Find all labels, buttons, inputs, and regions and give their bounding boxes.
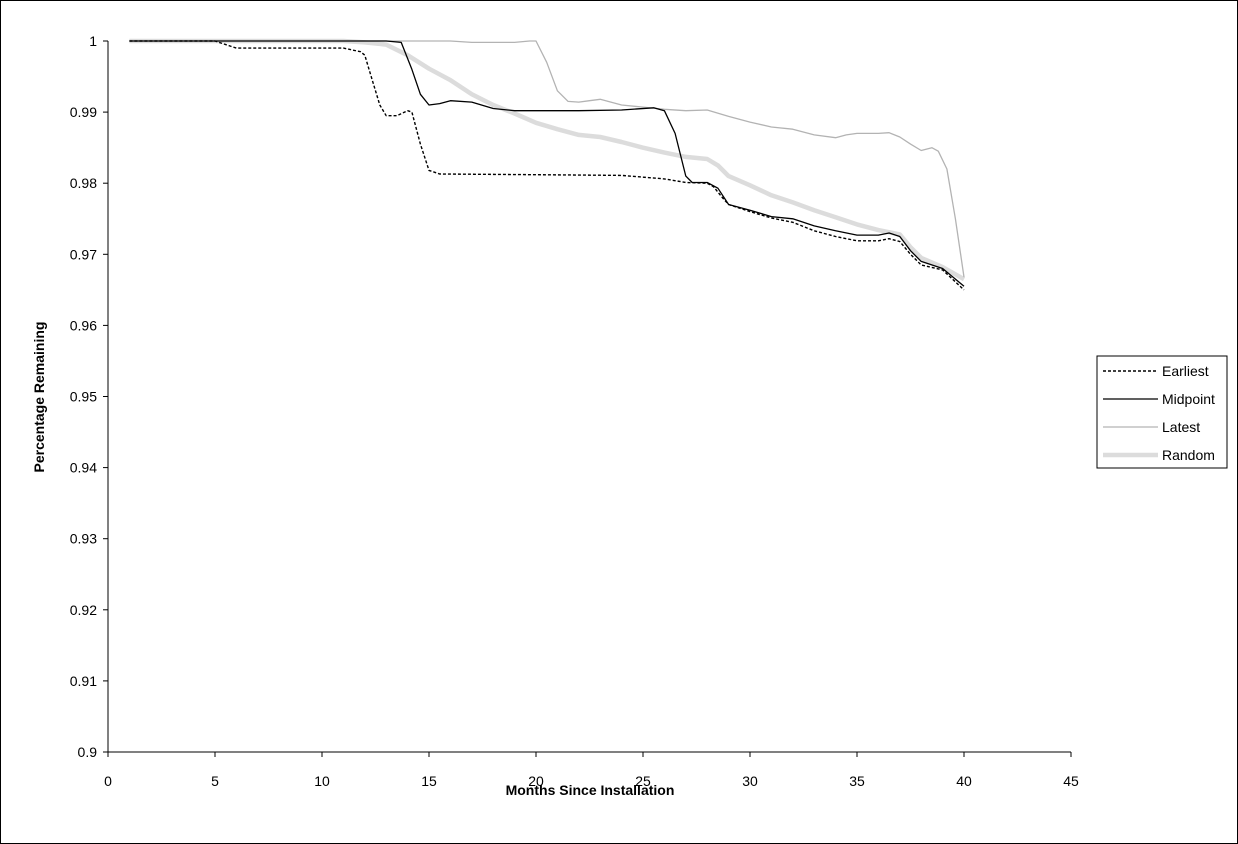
legend-label-earliest: Earliest xyxy=(1162,363,1209,379)
y-tick-label: 0.91 xyxy=(70,673,97,689)
x-tick-label: 15 xyxy=(421,773,437,789)
x-tick-label: 30 xyxy=(742,773,758,789)
legend: Earliest Midpoint Latest Random xyxy=(1096,355,1228,469)
legend-label-midpoint: Midpoint xyxy=(1162,391,1215,407)
x-tick-label: 0 xyxy=(104,773,112,789)
y-tick-label: 0.97 xyxy=(70,246,97,262)
y-tick-label: 0.98 xyxy=(70,175,97,191)
y-axis-title: Percentage Remaining xyxy=(31,322,47,473)
x-tick-label: 25 xyxy=(635,773,651,789)
x-tick-label: 45 xyxy=(1063,773,1079,789)
y-tick-label: 0.95 xyxy=(70,389,97,405)
y-tick-label: 0.93 xyxy=(70,531,97,547)
x-axis-title: Months Since Installation xyxy=(506,782,675,798)
y-tick-label: 1 xyxy=(89,33,97,49)
series-line-earliest xyxy=(129,40,965,291)
x-tick-label: 20 xyxy=(528,773,544,789)
y-tick-label: 0.96 xyxy=(70,317,97,333)
x-tick-label: 10 xyxy=(314,773,330,789)
x-tick-label: 5 xyxy=(211,773,219,789)
x-tick-label: 40 xyxy=(956,773,972,789)
y-axis-ticks: 0.9 0.91 0.92 0.93 0.94 0.95 0.96 0.97 0.98 0.99 1 xyxy=(70,33,108,760)
legend-label-latest: Latest xyxy=(1162,419,1200,435)
y-tick-label: 0.9 xyxy=(78,744,98,760)
series-layer xyxy=(129,38,966,291)
series-line-random xyxy=(129,38,966,282)
series-line-latest xyxy=(129,40,965,278)
y-tick-label: 0.92 xyxy=(70,602,97,618)
legend-label-random: Random xyxy=(1162,447,1215,463)
legend-box xyxy=(1096,355,1228,469)
x-tick-label: 35 xyxy=(849,773,865,789)
series-line-midpoint xyxy=(129,40,965,287)
y-tick-label: 0.99 xyxy=(70,104,97,120)
x-axis-ticks: 0 5 10 15 20 25 30 35 40 45 xyxy=(104,752,1079,789)
y-tick-label: 0.94 xyxy=(70,460,97,476)
